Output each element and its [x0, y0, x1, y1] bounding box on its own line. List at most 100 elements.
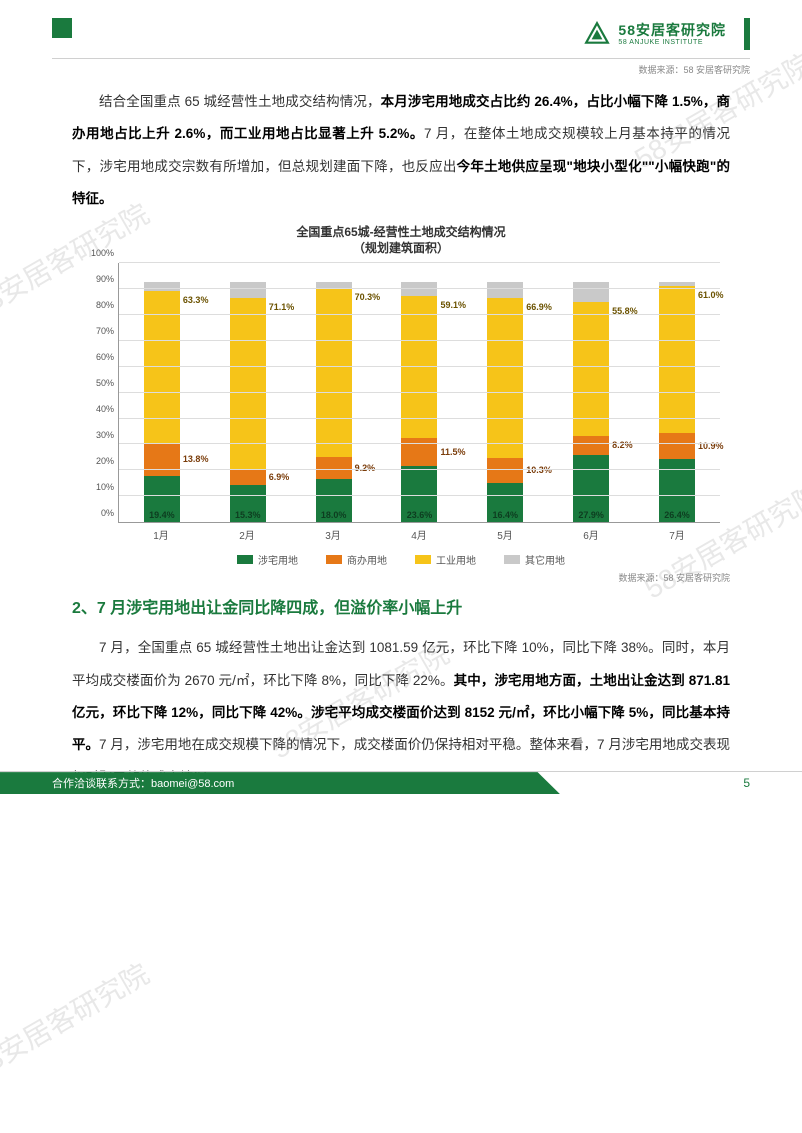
bar-segment-shangban: 6.9%: [230, 469, 266, 486]
grid-line: [119, 418, 720, 419]
paragraph-1: 结合全国重点 65 城经营性土地成交结构情况，本月涉宅用地成交占比约 26.4%…: [72, 86, 730, 216]
legend-label: 商办用地: [347, 552, 387, 567]
logo-icon: [584, 21, 610, 47]
logo: 58安居客研究院 58 ANJUKE INSTITUTE: [584, 18, 750, 50]
legend-label: 工业用地: [436, 552, 476, 567]
bar-segment-shezhai: 26.4%: [659, 459, 695, 522]
bar-column: 26.4% 10.9%61.0%: [659, 282, 695, 522]
bar-segment-gongye: 55.8%: [573, 302, 609, 436]
x-tick-label: 1月: [153, 527, 169, 542]
bar-segment-label: 61.0%: [698, 290, 724, 300]
bar-column: 19.4%13.8%63.3%: [144, 282, 180, 522]
bar-segment-shangban: 8.2%: [573, 436, 609, 456]
bar-column: 18.0%9.2%70.3%: [316, 282, 352, 522]
bar-segment-gongye: 61.0%: [659, 286, 695, 432]
bar-segment-gongye: 66.9%: [487, 298, 523, 459]
bar-segment-qita: [659, 282, 695, 286]
data-source-top: 数据来源：58 安居客研究院: [0, 63, 750, 76]
bar-segment-shezhai: 23.6%: [401, 466, 437, 523]
header-side-bar: [744, 18, 750, 50]
legend-label: 其它用地: [525, 552, 565, 567]
chart-y-axis: 0%10%20%30%40%50%60%70%80%90%100%: [82, 263, 118, 523]
bar-segment-shangban: 11.5%: [401, 438, 437, 466]
logo-text-cn: 58安居客研究院: [618, 23, 726, 37]
bar-segment-label: 59.1%: [440, 300, 466, 310]
bar-segment-qita: [401, 282, 437, 296]
bar-segment-label: 13.8%: [183, 454, 209, 464]
bar-segment-label: 10.9%: [698, 441, 724, 451]
grid-line: [119, 314, 720, 315]
bar-segment-label: 16.4%: [493, 510, 519, 520]
chart-title-line2: （规划建筑面积）: [82, 240, 720, 257]
chart-title: 全国重点65城-经营性土地成交结构情况 （规划建筑面积）: [82, 224, 720, 258]
bar-segment-label: 6.9%: [269, 472, 290, 482]
stacked-bar-chart: 全国重点65城-经营性土地成交结构情况 （规划建筑面积） 0% 10% 20% 30%…: [82, 224, 720, 568]
footer-rule: [0, 771, 802, 772]
bar-segment-label: 15.3%: [235, 510, 261, 520]
bar-column: 23.6%11.5%59.1%: [401, 282, 437, 522]
grid-line: [119, 469, 720, 470]
bar-segment-label: 66.9%: [526, 302, 552, 312]
footer-contact: 合作洽谈联系方式：baomei@58.com: [0, 772, 560, 794]
y-tick-label: 70%: [96, 326, 114, 336]
bar-segment-label: 63.3%: [183, 295, 209, 305]
y-tick-label: 80%: [96, 300, 114, 310]
legend-label: 涉宅用地: [258, 552, 298, 567]
bar-segment-label: 26.4%: [664, 510, 690, 520]
bar-segment-label: 19.4%: [149, 510, 175, 520]
grid-line: [119, 288, 720, 289]
y-tick-label: 10%: [96, 482, 114, 492]
page-header: 58安居客研究院 58 ANJUKE INSTITUTE: [0, 0, 802, 58]
x-tick-label: 6月: [583, 527, 599, 542]
header-accent-block: [52, 18, 72, 38]
chart-x-axis: 1月2月3月4月5月6月7月: [118, 527, 720, 542]
data-source-chart: 数据来源：58 安居客研究院: [0, 571, 730, 584]
bar-segment-qita: [573, 282, 609, 301]
chart-legend: 涉宅用地 商办用地 工业用地 其它用地: [82, 552, 720, 567]
legend-swatch: [415, 555, 431, 564]
bar-segment-label: 27.9%: [578, 510, 604, 520]
legend-item: 其它用地: [504, 552, 565, 567]
bar-segment-shezhai: 16.4%: [487, 483, 523, 522]
bar-segment-shangban: 10.9%: [659, 433, 695, 459]
chart-plot-area: 19.4%13.8%63.3%15.3%6.9%71.1%18.0%9.2%70…: [118, 263, 720, 523]
bar-segment-label: 23.6%: [407, 510, 433, 520]
bar-segment-label: 9.2%: [355, 463, 376, 473]
x-tick-label: 5月: [497, 527, 513, 542]
x-tick-label: 2月: [239, 527, 255, 542]
bar-column: 16.4%10.3%66.9%: [487, 282, 523, 522]
legend-item: 工业用地: [415, 552, 476, 567]
watermark: 58安居客研究院: [0, 953, 156, 1087]
grid-line: [119, 495, 720, 496]
page-footer: 合作洽谈联系方式：baomei@58.com 5: [0, 766, 802, 794]
y-tick-label: 30%: [96, 430, 114, 440]
legend-swatch: [504, 555, 520, 564]
legend-swatch: [237, 555, 253, 564]
grid-line: [119, 443, 720, 444]
y-tick-label: 100%: [91, 248, 114, 258]
grid-line: [119, 262, 720, 263]
legend-item: 涉宅用地: [237, 552, 298, 567]
section-heading-2: 2、7 月涉宅用地出让金同比降四成，但溢价率小幅上升: [72, 594, 730, 618]
bar-segment-shezhai: 19.4%: [144, 476, 180, 523]
y-tick-label: 60%: [96, 352, 114, 362]
y-tick-label: 0%: [101, 508, 114, 518]
bar-column: 27.9% 8.2%55.8%: [573, 282, 609, 522]
bar-segment-label: 8.2%: [612, 440, 633, 450]
chart-bars: 19.4%13.8%63.3%15.3%6.9%71.1%18.0%9.2%70…: [119, 263, 720, 522]
y-tick-label: 50%: [96, 378, 114, 388]
bar-segment-qita: [487, 282, 523, 297]
chart-title-line1: 全国重点65城-经营性土地成交结构情况: [82, 224, 720, 241]
bar-segment-qita: [144, 282, 180, 290]
x-tick-label: 4月: [411, 527, 427, 542]
grid-line: [119, 340, 720, 341]
bar-segment-shezhai: 27.9%: [573, 455, 609, 522]
bar-column: 15.3%6.9%71.1%: [230, 282, 266, 522]
bar-segment-label: 10.3%: [526, 465, 552, 475]
legend-item: 商办用地: [326, 552, 387, 567]
bar-segment-label: 71.1%: [269, 302, 295, 312]
y-tick-label: 20%: [96, 456, 114, 466]
grid-line: [119, 392, 720, 393]
x-tick-label: 7月: [669, 527, 685, 542]
p1-pre: 结合全国重点 65 城经营性土地成交结构情况，: [99, 94, 381, 109]
